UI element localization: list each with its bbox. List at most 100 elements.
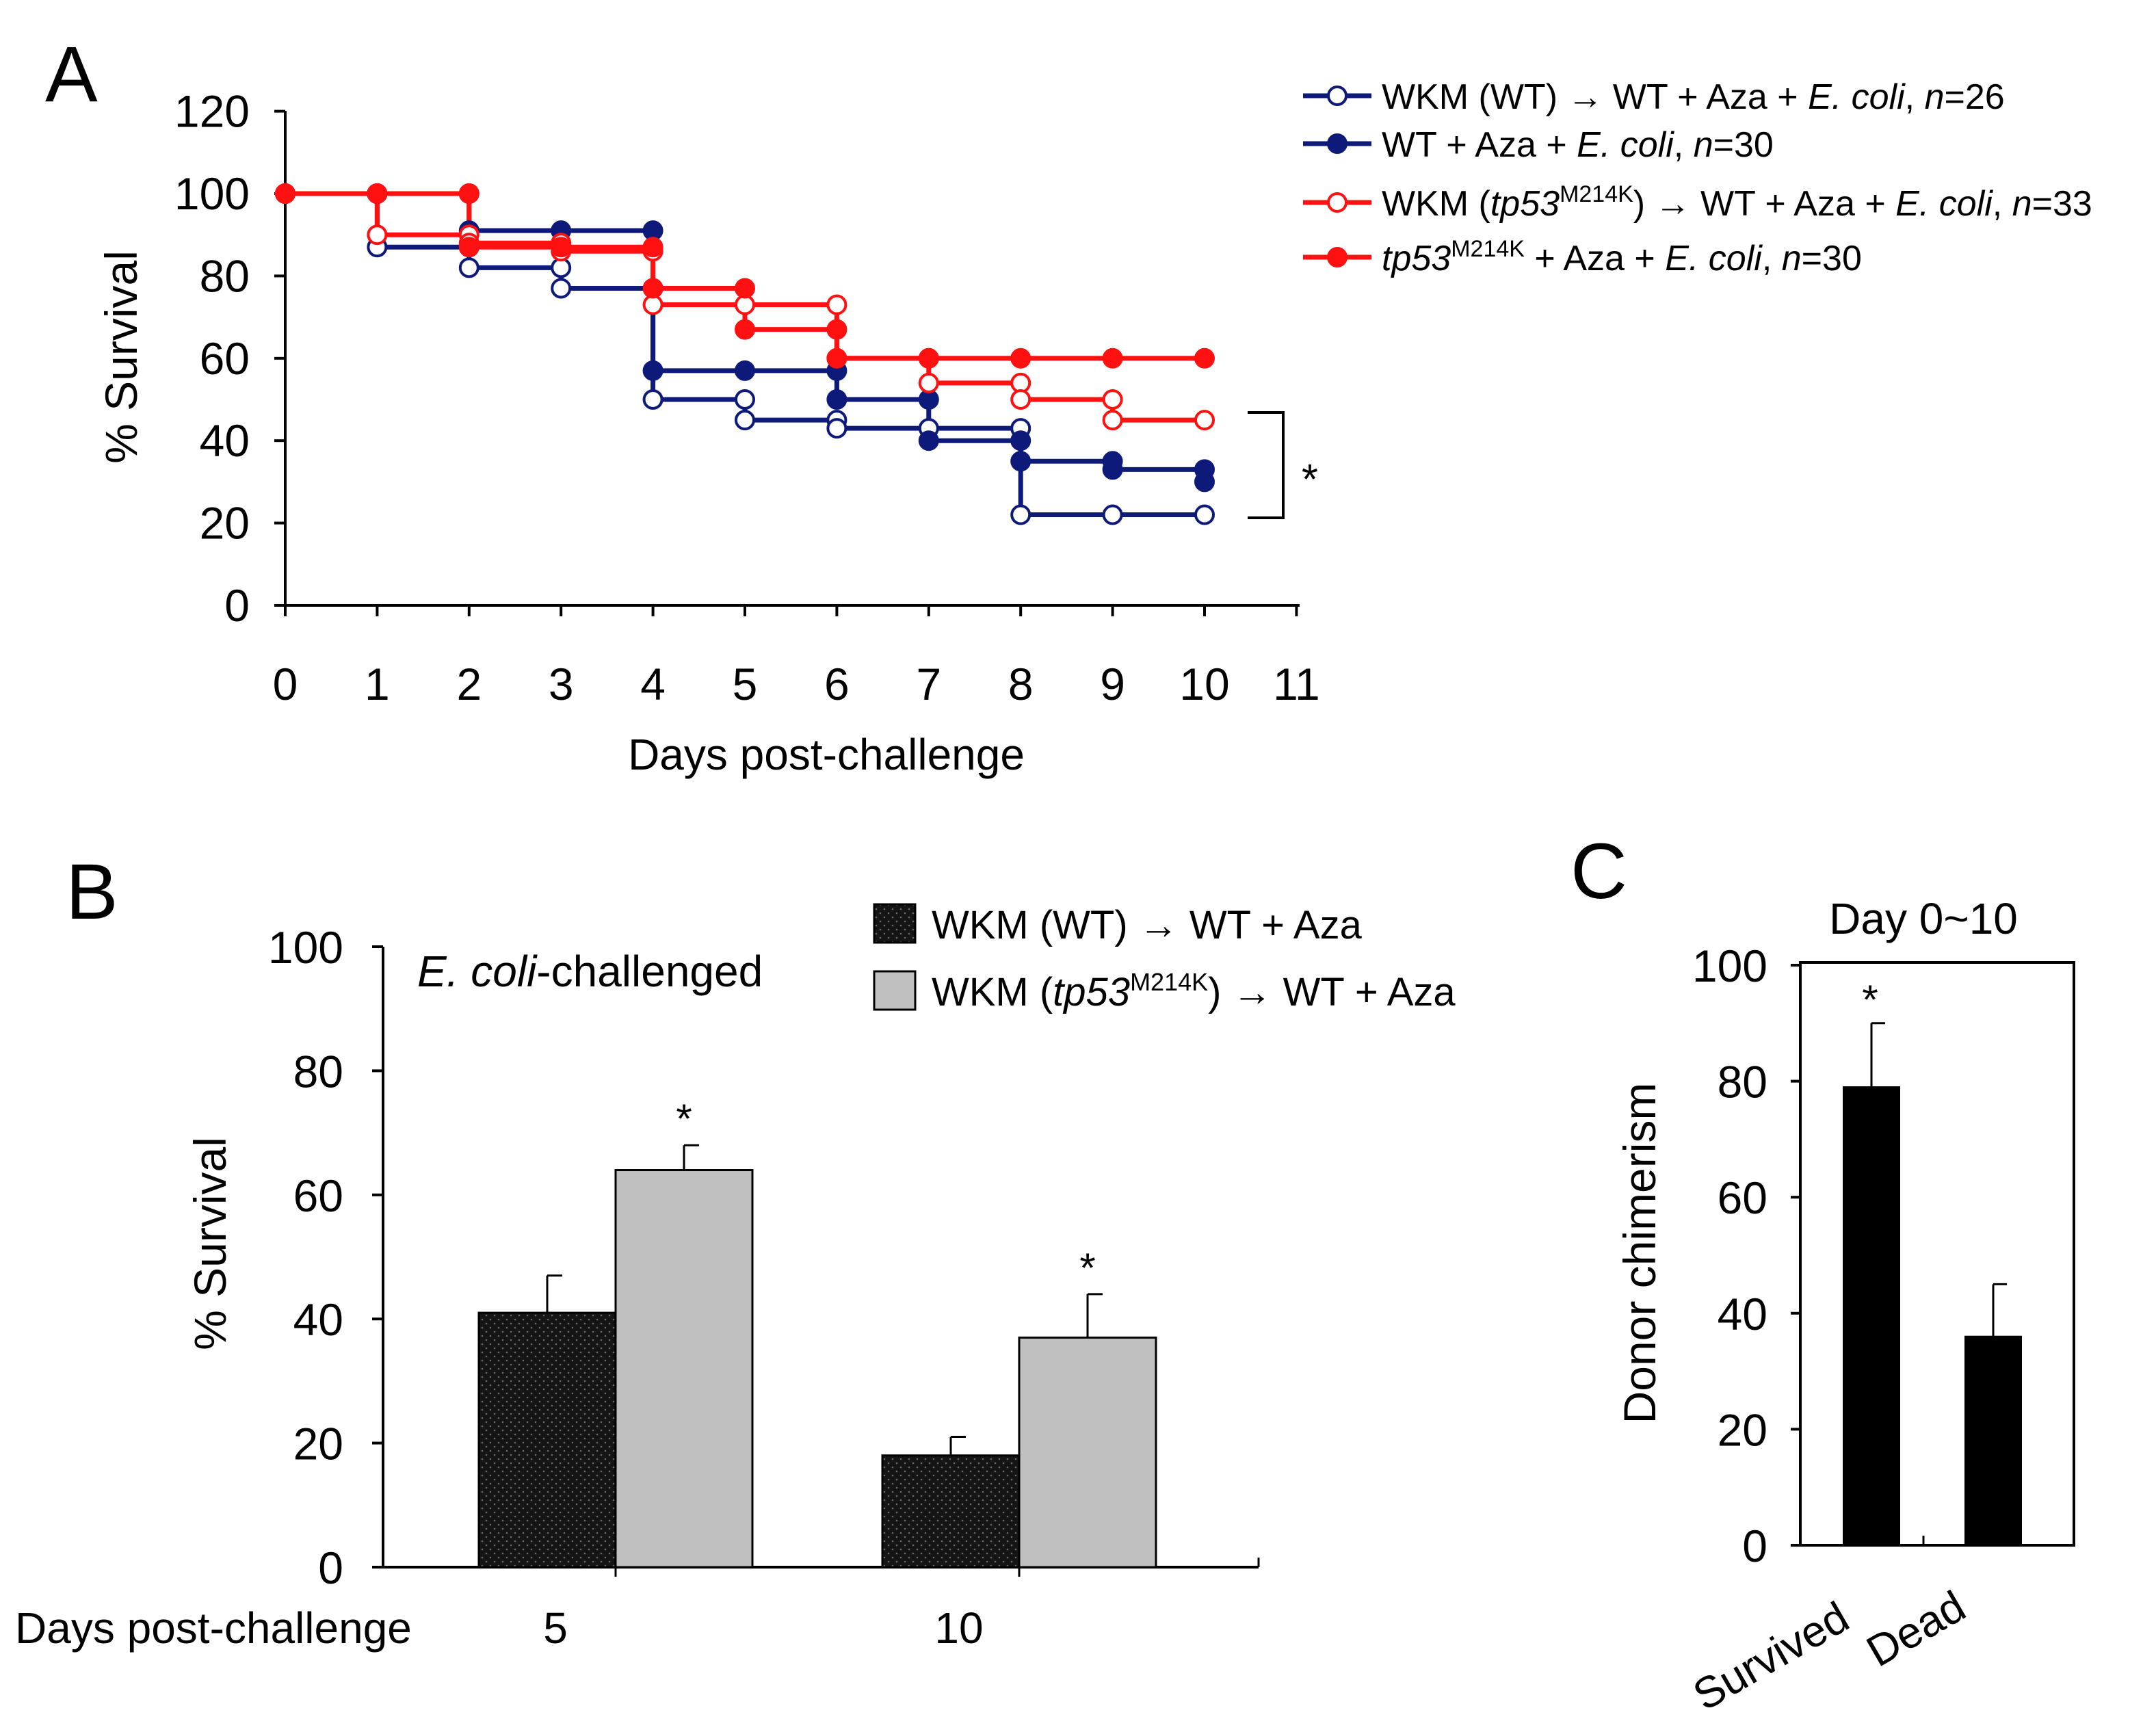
panel-a-legend: WKM (WT) → WT + Aza + E. coli, n=26 WT + … xyxy=(1303,77,2092,278)
panel-a-series-2-point xyxy=(826,389,847,410)
legend-a-label-sep: , xyxy=(1674,125,1694,165)
panel-b-x-label: Days post-challenge xyxy=(15,1603,412,1653)
panel-b-y-tick-label: 20 xyxy=(293,1419,343,1469)
panel-b-bar-10-series-2 xyxy=(1018,1336,1157,1569)
panel-a-y-tick-label: 40 xyxy=(200,415,250,466)
panel-a-x-tick-label: 2 xyxy=(456,659,482,709)
panel-b-title-suffix: -challenged xyxy=(536,947,763,996)
legend-a-label-prefix: WT + Aza + xyxy=(1382,125,1577,165)
panel-a-series-4-point xyxy=(735,319,755,340)
panel-b-x-tick-label: 10 xyxy=(934,1603,983,1653)
panel-b-legend: WKM (WT) → WT + Aza WKM (tp53M214K) → WT … xyxy=(873,903,1456,1014)
legend-a-label-4: tp53M214K + Aza + E. coli, n=30 xyxy=(1382,236,1862,278)
panel-a-x-tick-label: 4 xyxy=(640,659,666,709)
panel-a-series-2-point xyxy=(1194,471,1215,493)
panel-a-series-4-point xyxy=(735,278,755,299)
legend-a-label-species: E. coli xyxy=(1808,77,1906,117)
panel-a: A 0 20 40 60 80 100 120 0 1 2 3 4 5 6 7 8 9 10 11 % Survi… xyxy=(45,31,2092,779)
panel-a-series-4-point xyxy=(1102,347,1123,369)
panel-a-series-4-point xyxy=(458,183,479,204)
panel-b-y-label: % Survival xyxy=(185,1137,235,1350)
panel-a-series-1-point xyxy=(642,389,663,410)
panel-a-series-4-point xyxy=(826,319,847,340)
panel-c-y-label: Donor chimerism xyxy=(1614,1083,1665,1424)
legend-a-label-2: WT + Aza + E. coli, n=30 xyxy=(1382,125,1774,165)
panel-a-y-ticks: 0 20 40 60 80 100 120 xyxy=(174,86,285,631)
panel-a-y-tick-label: 120 xyxy=(174,86,250,137)
legend-a-label-n-value: =30 xyxy=(1713,125,1774,165)
panel-a-series-1-point xyxy=(1194,504,1215,525)
legend-a-label-species: E. coli xyxy=(1895,184,1993,224)
panel-a-series-4-point xyxy=(458,237,479,258)
legend-a-marker-1 xyxy=(1327,86,1348,106)
panel-b-y-tick-label: 0 xyxy=(318,1543,343,1593)
panel-b-y-tick-label: 80 xyxy=(293,1046,343,1097)
panel-a-x-tick-label: 1 xyxy=(365,659,390,709)
legend-a-label-species: E. coli xyxy=(1577,125,1674,165)
panel-a-series-2-point xyxy=(918,430,939,451)
significance-bracket-a xyxy=(1248,411,1285,519)
panel-b: B 0 20 40 60 80 100 E. coli-challenged % Surv… xyxy=(15,848,1456,1653)
panel-a-series-line-1 xyxy=(285,191,1205,518)
legend-a-label-n: n xyxy=(1925,77,1945,117)
panel-a-series-2-point xyxy=(735,360,755,381)
legend-a-label-3: WKM (tp53M214K) → WT + Aza + E. coli, n=… xyxy=(1382,181,2092,224)
panel-a-series-4-point xyxy=(367,183,388,204)
legend-a-marker-2 xyxy=(1327,133,1348,154)
panel-a-series-4-point xyxy=(551,237,572,258)
panel-a-y-tick-label: 60 xyxy=(200,333,250,384)
panel-a-x-tick-label: 11 xyxy=(1273,659,1320,709)
panel-b-bar-10-series-1 xyxy=(881,1454,1021,1569)
panel-c-y-ticks: 0 20 40 60 80 100 xyxy=(1692,941,1800,1571)
panel-b-title: E. coli-challenged xyxy=(417,947,763,996)
panel-c-y-tick-label: 60 xyxy=(1718,1172,1767,1223)
panel-b-significance-star: * xyxy=(676,1096,692,1142)
panel-a-series-2-point xyxy=(1010,451,1031,472)
panel-b-letter: B xyxy=(66,848,118,936)
panel-a-series-1-point xyxy=(735,389,755,410)
panel-a-series-4-point xyxy=(275,183,295,204)
panel-c-y-tick-label: 100 xyxy=(1692,941,1767,991)
legend-a-label-mid: + Aza + xyxy=(1525,239,1665,278)
panel-c-x-tick-label: Survived xyxy=(1685,1592,1857,1719)
panel-a-series-4-point xyxy=(1010,347,1031,369)
legend-b-swatch-1 xyxy=(873,903,917,944)
panel-a-series-3-point xyxy=(1194,410,1215,431)
legend-b-label-2: WKM (tp53M214K) → WT + Aza xyxy=(932,968,1456,1014)
panel-a-series-4-point xyxy=(642,237,663,258)
legend-b-label-prefix: WKM ( xyxy=(932,970,1053,1014)
panel-a-series-4-point xyxy=(826,347,847,369)
panel-a-series-1-point xyxy=(1102,504,1123,525)
panel-a-x-tick-label: 3 xyxy=(549,659,574,709)
panel-a-x-ticks: 0 1 2 3 4 5 6 7 8 9 10 11 xyxy=(273,605,1320,709)
legend-a-label-n: n xyxy=(1782,239,1802,278)
panel-b-title-species: E. coli xyxy=(417,947,538,996)
panel-b-x-tick-label: 5 xyxy=(543,1603,568,1653)
significance-star-a: * xyxy=(1302,456,1318,503)
panel-b-bar-5-series-1 xyxy=(477,1311,617,1569)
panel-a-series-1-point xyxy=(458,257,479,278)
panel-a-x-tick-label: 10 xyxy=(1179,659,1229,709)
panel-c-y-tick-label: 0 xyxy=(1742,1521,1767,1571)
legend-a-label-n-value: =30 xyxy=(1802,239,1862,278)
panel-a-x-tick-label: 9 xyxy=(1100,659,1125,709)
panel-a-series-3-point xyxy=(1010,389,1031,410)
legend-a-label-1: WKM (WT) → WT + Aza + E. coli, n=26 xyxy=(1382,77,2005,117)
panel-b-significance-star: * xyxy=(1079,1245,1095,1291)
panel-a-x-label: Days post-challenge xyxy=(628,730,1025,779)
panel-a-letter: A xyxy=(45,31,98,118)
panel-c-y-tick-label: 40 xyxy=(1718,1289,1767,1339)
panel-a-series-3-point xyxy=(1102,389,1123,410)
panel-a-series-1-point xyxy=(735,410,755,431)
panel-a-series-1-point xyxy=(826,418,847,439)
panel-a-y-tick-label: 80 xyxy=(200,250,250,301)
panel-b-y-ticks: 0 20 40 60 80 100 xyxy=(268,922,383,1593)
panel-c-significance-star: * xyxy=(1862,977,1878,1023)
panel-c-x-tick-label: Dead xyxy=(1858,1582,1974,1677)
legend-b-label-allele: M214K xyxy=(1130,968,1208,996)
legend-a-label-n: n xyxy=(2012,184,2032,224)
legend-a-label-prefix: WKM (WT) → WT + Aza + xyxy=(1382,77,1808,117)
panel-a-series-2-point xyxy=(1102,459,1123,480)
legend-a-label-allele: M214K xyxy=(1560,181,1633,207)
